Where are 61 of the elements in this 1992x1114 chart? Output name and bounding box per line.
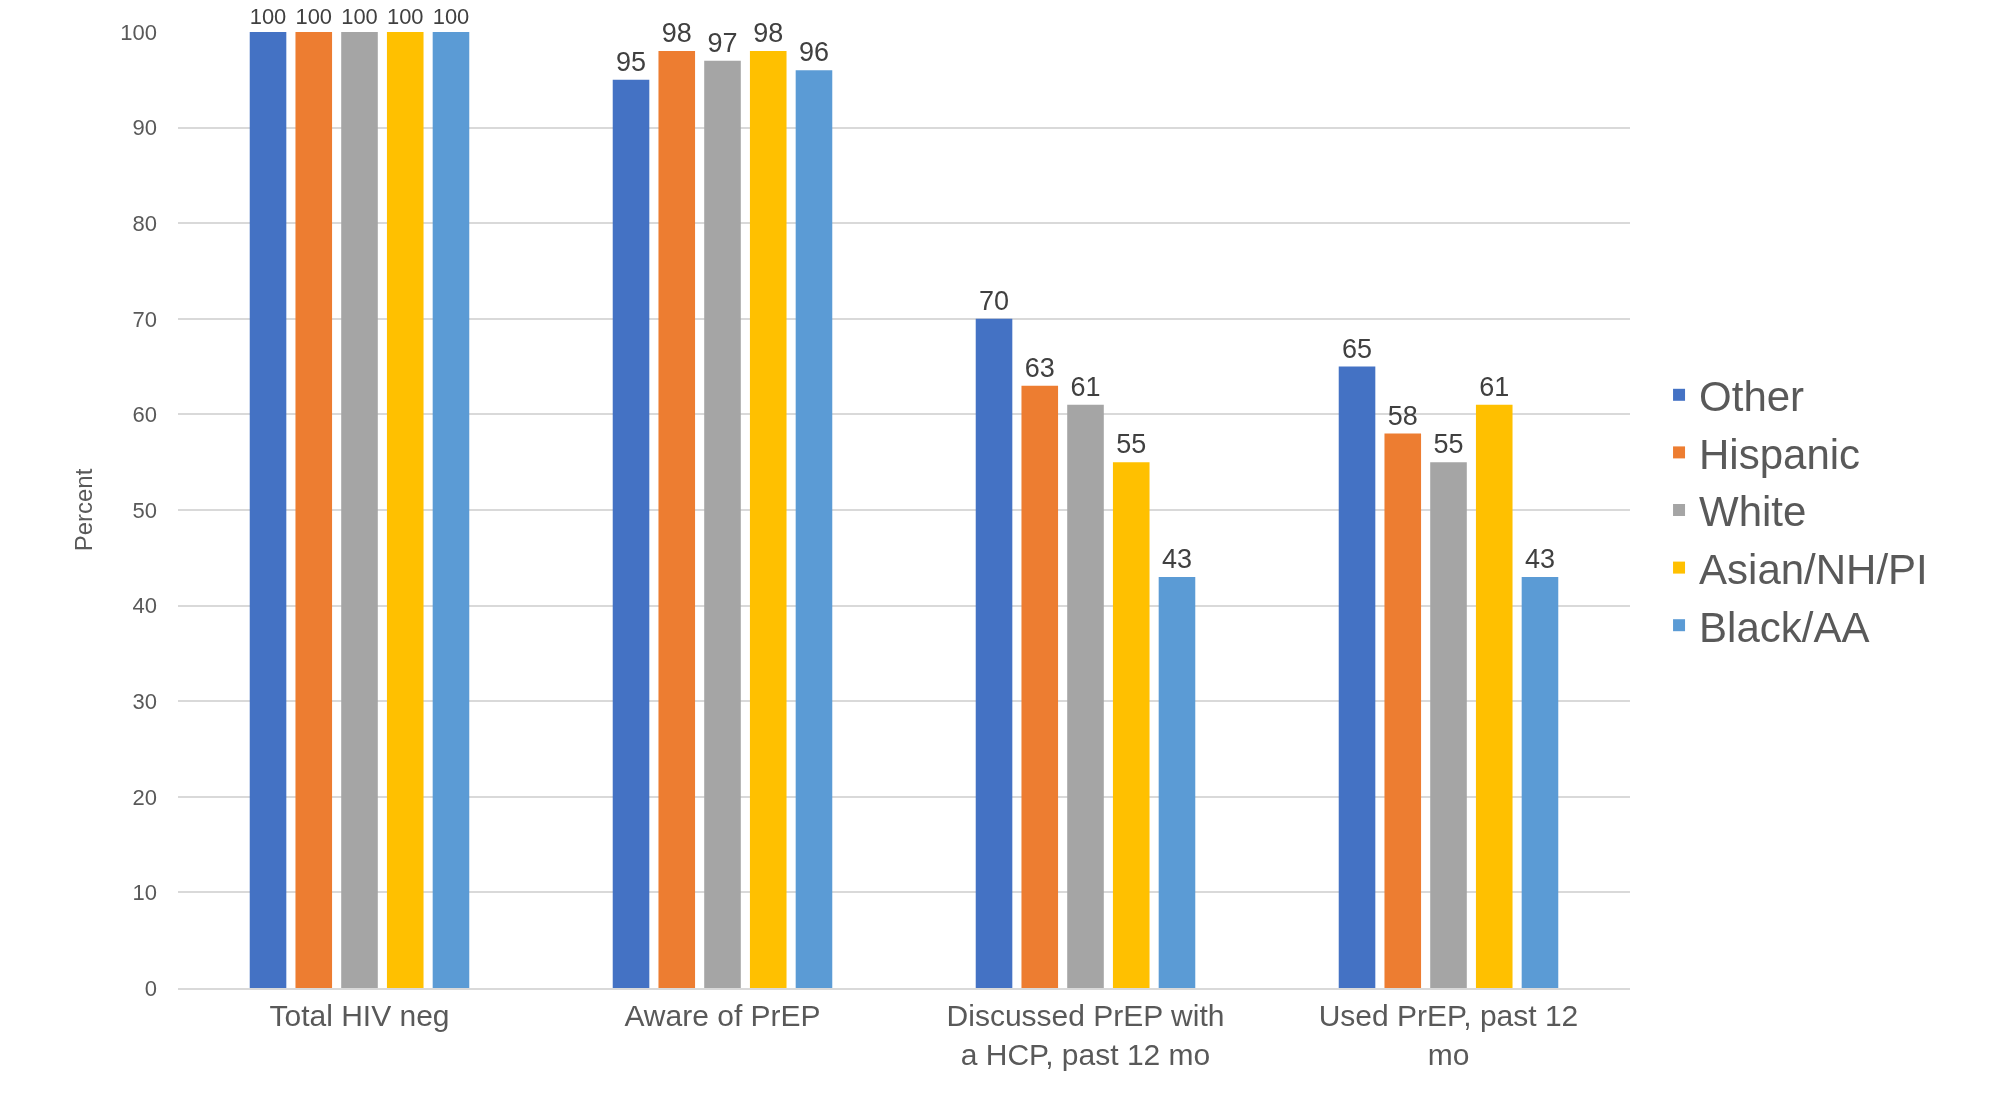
y-tick-label: 50 (132, 497, 157, 523)
bar (704, 60, 741, 988)
bar (295, 32, 333, 988)
bar (1475, 404, 1513, 988)
data-label: 100 (386, 4, 424, 30)
x-tick-label: Aware of PrEP (624, 999, 821, 1032)
data-label: 100 (432, 4, 470, 30)
y-tick-label: 30 (132, 688, 157, 714)
bar (749, 51, 787, 988)
data-label: 70 (979, 285, 1010, 316)
y-tick-label: 80 (132, 210, 157, 236)
data-label: 97 (707, 27, 738, 58)
bar (1112, 462, 1150, 988)
data-label: 100 (341, 4, 378, 30)
data-label: 43 (1161, 543, 1192, 574)
data-label: 98 (753, 18, 784, 49)
data-label: 98 (661, 18, 692, 49)
bar (432, 32, 470, 988)
data-label: 95 (616, 46, 647, 77)
bar (1158, 576, 1196, 988)
bar (1338, 366, 1376, 988)
legend-label: Hispanic (1699, 430, 1861, 478)
bar (1521, 576, 1559, 988)
data-label: 43 (1524, 543, 1555, 574)
data-label: 96 (798, 37, 829, 68)
bar (386, 32, 424, 988)
data-label: 55 (1433, 429, 1464, 460)
data-label: 63 (1024, 352, 1055, 383)
bar (341, 32, 378, 988)
bar (975, 318, 1013, 988)
x-tick-label: Discussed PrEP with a HCP, past 12 mo (946, 999, 1225, 1071)
legend-label: Asian/NH/PI (1699, 545, 1928, 593)
y-tick-label: 40 (132, 593, 157, 619)
bar (1021, 385, 1059, 988)
data-label: 61 (1070, 371, 1101, 402)
bar (249, 32, 287, 988)
legend-label: Other (1699, 373, 1805, 421)
bar (658, 51, 696, 988)
bar (1430, 462, 1467, 988)
data-label: 61 (1479, 371, 1510, 402)
x-tick-label: Total HIV neg (269, 999, 450, 1032)
data-label: 55 (1116, 429, 1147, 460)
data-label: 65 (1342, 333, 1373, 364)
y-tick-label: 20 (132, 784, 157, 810)
data-label: 100 (249, 4, 287, 30)
y-axis-title: Percent (70, 468, 98, 552)
data-label: 100 (295, 4, 333, 30)
y-tick-label: 0 (144, 975, 157, 1001)
y-tick-label: 60 (132, 402, 157, 428)
bar (1067, 404, 1104, 988)
y-tick-label: 100 (120, 19, 157, 45)
bar (612, 79, 650, 988)
bar (795, 70, 833, 988)
y-tick-label: 70 (132, 306, 157, 332)
data-label: 58 (1387, 400, 1418, 431)
x-tick-label: Used PrEP, past 12 mo (1318, 999, 1579, 1071)
bar (1384, 433, 1422, 988)
y-tick-label: 10 (132, 880, 157, 906)
y-tick-label: 90 (132, 115, 157, 141)
legend-label: White (1699, 488, 1807, 536)
legend-label: Black/AA (1699, 603, 1870, 651)
